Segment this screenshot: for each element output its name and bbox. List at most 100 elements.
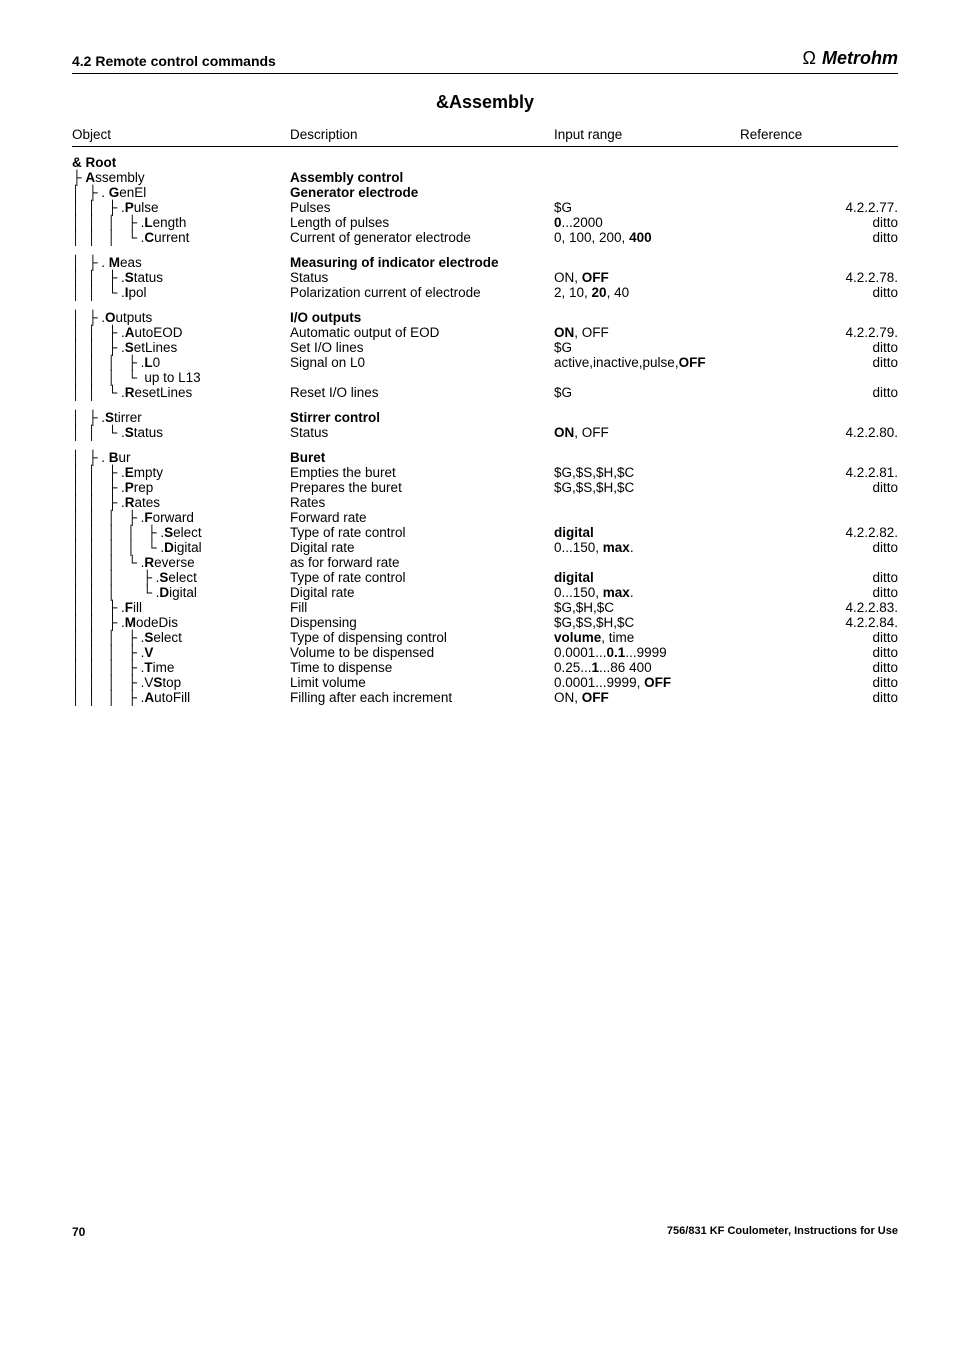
table-row: │ │ │ │ └ .DigitalDigital rate0...150, m…: [72, 540, 898, 555]
object-cell: │ │ │ ├ .V: [72, 645, 290, 660]
description-cell: Buret: [290, 450, 554, 465]
table-row: │ │ ├ .FillFill$G,$H,$C4.2.2.83.: [72, 600, 898, 615]
description-cell: Set I/O lines: [290, 340, 554, 355]
object-cell: │ ├ . Bur: [72, 450, 290, 465]
object-cell: │ │ │ └ .Current: [72, 230, 290, 245]
header-rule: [72, 146, 898, 147]
input-cell: ON, OFF: [554, 690, 740, 705]
header-section: 4.2 Remote control commands: [72, 53, 276, 69]
object-cell: │ │ │ │ └ .Digital: [72, 540, 290, 555]
table-row: │ │ │ ├ .VVolume to be dispensed0.0001..…: [72, 645, 898, 660]
table-row: │ │ │ └ .Reverseas for forward rate: [72, 555, 898, 570]
description-cell: Status: [290, 425, 554, 440]
description-cell: Pulses: [290, 200, 554, 215]
reference-cell: ditto: [740, 645, 898, 660]
object-cell: │ ├ . Meas: [72, 255, 290, 270]
description-cell: Volume to be dispensed: [290, 645, 554, 660]
reference-cell: ditto: [740, 285, 898, 300]
table-row: │ │ ├ .ModeDisDispensing$G,$S,$H,$C4.2.2…: [72, 615, 898, 630]
description-cell: Signal on L0: [290, 355, 554, 370]
description-cell: Measuring of indicator electrode: [290, 255, 554, 270]
input-cell: $G,$S,$H,$C: [554, 465, 740, 480]
reference-cell: ditto: [740, 570, 898, 585]
description-cell: Type of dispensing control: [290, 630, 554, 645]
reference-cell: ditto: [740, 355, 898, 370]
table-row: │ │ ├ .AutoEODAutomatic output of EODON,…: [72, 325, 898, 340]
object-cell: │ ├ .Stirrer: [72, 410, 290, 425]
input-cell: digital: [554, 570, 740, 585]
table-row: │ │ ├ .RatesRates: [72, 495, 898, 510]
input-cell: volume, time: [554, 630, 740, 645]
reference-cell: 4.2.2.81.: [740, 465, 898, 480]
table-row: │ ├ . MeasMeasuring of indicator electro…: [72, 255, 898, 270]
input-cell: 0...150, max.: [554, 540, 740, 555]
brand-name: Metrohm: [822, 48, 898, 69]
reference-cell: 4.2.2.78.: [740, 270, 898, 285]
col-object: Object: [72, 127, 290, 142]
input-cell: 0, 100, 200, 400: [554, 230, 740, 245]
table-row: │ ├ .OutputsI/O outputs: [72, 310, 898, 325]
input-cell: active,inactive,pulse,OFF: [554, 355, 740, 370]
page-header: 4.2 Remote control commands Ω Metrohm: [72, 48, 898, 74]
input-cell: 0.25...1...86 400: [554, 660, 740, 675]
object-cell: │ │ │ └ .Digital: [72, 585, 290, 600]
object-cell: │ │ ├ .SetLines: [72, 340, 290, 355]
description-cell: Fill: [290, 600, 554, 615]
description-cell: Reset I/O lines: [290, 385, 554, 400]
reference-cell: 4.2.2.84.: [740, 615, 898, 630]
input-cell: $G: [554, 200, 740, 215]
object-cell: │ │ │ ├ .VStop: [72, 675, 290, 690]
object-cell: │ │ │ ├ .Forward: [72, 510, 290, 525]
object-cell: │ │ │ ├ .L0: [72, 355, 290, 370]
reference-cell: ditto: [740, 540, 898, 555]
input-cell: ON, OFF: [554, 270, 740, 285]
table-row: │ ├ . BurBuret: [72, 450, 898, 465]
doc-title: 756/831 KF Coulometer, Instructions for …: [667, 1225, 898, 1239]
reference-cell: 4.2.2.83.: [740, 600, 898, 615]
table-row: │ │ ├ .PulsePulses$G4.2.2.77.: [72, 200, 898, 215]
object-cell: │ │ │ ├ .Time: [72, 660, 290, 675]
table-row: │ │ ├ .StatusStatusON, OFF4.2.2.78.: [72, 270, 898, 285]
description-cell: Assembly control: [290, 170, 554, 185]
input-cell: digital: [554, 525, 740, 540]
description-cell: Stirrer control: [290, 410, 554, 425]
table-row: │ │ │ │ ├ .SelectType of rate controldig…: [72, 525, 898, 540]
col-description: Description: [290, 127, 554, 142]
object-cell: │ │ │ ├ .Select: [72, 570, 290, 585]
input-cell: 0.0001...9999, OFF: [554, 675, 740, 690]
reference-cell: ditto: [740, 690, 898, 705]
input-cell: 0...2000: [554, 215, 740, 230]
object-cell: │ ├ . GenEl: [72, 185, 290, 200]
object-cell: │ │ ├ .Status: [72, 270, 290, 285]
table-row: │ │ ├ .EmptyEmpties the buret$G,$S,$H,$C…: [72, 465, 898, 480]
object-cell: │ │ │ ├ .Select: [72, 630, 290, 645]
description-cell: Time to dispense: [290, 660, 554, 675]
table-row: │ ├ . GenElGenerator electrode: [72, 185, 898, 200]
description-cell: Polarization current of electrode: [290, 285, 554, 300]
input-cell: ON, OFF: [554, 325, 740, 340]
description-cell: Filling after each increment: [290, 690, 554, 705]
input-cell: $G,$H,$C: [554, 600, 740, 615]
object-cell: │ │ │ ├ .Length: [72, 215, 290, 230]
description-cell: I/O outputs: [290, 310, 554, 325]
root-label: & Root: [72, 155, 898, 170]
input-cell: 0.0001...0.1...9999: [554, 645, 740, 660]
description-cell: Current of generator electrode: [290, 230, 554, 245]
input-cell: $G,$S,$H,$C: [554, 480, 740, 495]
object-cell: │ │ │ └ up to L13: [72, 370, 290, 385]
reference-cell: 4.2.2.82.: [740, 525, 898, 540]
omega-icon: Ω: [803, 48, 816, 69]
page-footer: 70 756/831 KF Coulometer, Instructions f…: [72, 1225, 898, 1239]
table-row: │ │ │ ├ .SelectType of dispensing contro…: [72, 630, 898, 645]
object-cell: │ │ ├ .Empty: [72, 465, 290, 480]
description-cell: Type of rate control: [290, 525, 554, 540]
table-row: │ │ └ .StatusStatusON, OFF4.2.2.80.: [72, 425, 898, 440]
table-row: │ │ │ └ .CurrentCurrent of generator ele…: [72, 230, 898, 245]
description-cell: Digital rate: [290, 540, 554, 555]
object-cell: │ │ └ .Status: [72, 425, 290, 440]
description-cell: Empties the buret: [290, 465, 554, 480]
input-cell: ON, OFF: [554, 425, 740, 440]
description-cell: Automatic output of EOD: [290, 325, 554, 340]
table-header-row: Object Description Input range Reference: [72, 127, 898, 142]
description-cell: Dispensing: [290, 615, 554, 630]
